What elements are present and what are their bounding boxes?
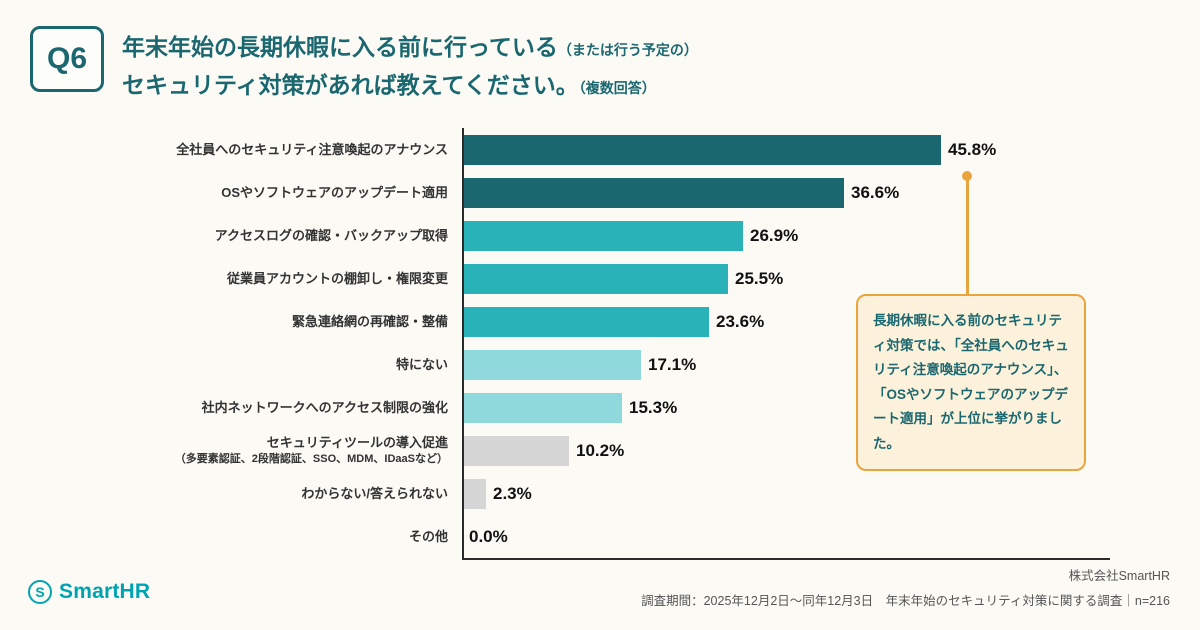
x-axis-line bbox=[462, 558, 1110, 560]
title-line2-note: （複数回答） bbox=[578, 80, 656, 96]
chart-row: 社内ネットワークへのアクセス制限の強化 15.3% bbox=[30, 386, 1140, 429]
title-line2: セキュリティ対策があれば教えてください。 bbox=[122, 72, 579, 98]
value-label: 36.6% bbox=[851, 182, 900, 202]
bar bbox=[462, 220, 743, 251]
question-number-badge: Q6 bbox=[30, 26, 104, 92]
value-label: 0.0% bbox=[469, 526, 508, 546]
y-axis-line bbox=[462, 128, 464, 558]
chart-row: セキュリティツールの導入促進 （多要素認証、2段階認証、SSO、MDM、IDaaS… bbox=[30, 429, 1140, 472]
bar bbox=[462, 306, 709, 337]
bar-area: 17.1% bbox=[462, 343, 1140, 386]
bar-area: 45.8% bbox=[462, 128, 1140, 171]
chart-plot-area: 全社員へのセキュリティ注意喚起のアナウンス 45.8% OSやソフトウェアのアップデ… bbox=[30, 128, 1140, 562]
category-label: セキュリティツールの導入促進 （多要素認証、2段階認証、SSO、MDM、IDaaS… bbox=[174, 435, 448, 465]
category-label: 社内ネットワークへのアクセス制限の強化 bbox=[201, 399, 448, 415]
title-line1: 年末年始の長期休暇に入る前に行っている bbox=[122, 34, 558, 60]
chart-row: アクセスログの確認・バックアップ取得 26.9% bbox=[30, 214, 1140, 257]
value-label: 25.5% bbox=[735, 268, 784, 288]
page-title: 年末年始の長期休暇に入る前に行っている（または行う予定の） セキュリティ対策があ… bbox=[122, 30, 698, 106]
category-label: その他 bbox=[408, 528, 448, 544]
chart-row: その他 0.0% bbox=[30, 515, 1140, 558]
smarthr-logo-text: SmartHR bbox=[59, 580, 151, 603]
bar-area: 2.3% bbox=[462, 472, 1140, 515]
survey-info: 調査期間：2025年12月2日〜同年12月3日 年末年始のセキュリティ対策に関す… bbox=[641, 594, 1170, 608]
chart-row: OSやソフトウェアのアップデート適用 36.6% bbox=[30, 171, 1140, 214]
smarthr-logo: S SmartHR bbox=[28, 580, 150, 604]
horizontal-bar-chart: 全社員へのセキュリティ注意喚起のアナウンス 45.8% OSやソフトウェアのアップデ… bbox=[30, 128, 1140, 562]
category-label: 従業員アカウントの棚卸し・権限変更 bbox=[226, 270, 448, 286]
value-label: 26.9% bbox=[750, 225, 799, 245]
bar-area: 15.3% bbox=[462, 386, 1140, 429]
value-label: 2.3% bbox=[493, 483, 532, 503]
value-label: 23.6% bbox=[716, 311, 765, 331]
chart-row: 従業員アカウントの棚卸し・権限変更 25.5% bbox=[30, 257, 1140, 300]
bar-area: 26.9% bbox=[462, 214, 1140, 257]
value-label: 15.3% bbox=[629, 397, 678, 417]
bar-area: 0.0% bbox=[462, 515, 1140, 558]
bar-area: 23.6% bbox=[462, 300, 1140, 343]
category-label: わからない/答えられない bbox=[301, 485, 448, 501]
category-label: 全社員へのセキュリティ注意喚起のアナウンス bbox=[176, 141, 448, 157]
bar bbox=[462, 134, 941, 165]
bar bbox=[462, 177, 844, 208]
bar-area: 25.5% bbox=[462, 257, 1140, 300]
category-label: 緊急連絡網の再確認・整備 bbox=[291, 313, 448, 329]
bar bbox=[462, 349, 641, 380]
category-label: OSやソフトウェアのアップデート適用 bbox=[221, 184, 448, 200]
company-name: 株式会社SmartHR bbox=[1068, 569, 1170, 583]
bar bbox=[462, 435, 569, 466]
footer-credits: 株式会社SmartHR 調査期間：2025年12月2日〜同年12月3日 年末年始… bbox=[641, 564, 1170, 614]
smarthr-logo-icon: S bbox=[28, 580, 52, 604]
chart-row: わからない/答えられない 2.3% bbox=[30, 472, 1140, 515]
bar-area: 10.2% bbox=[462, 429, 1140, 472]
callout-connector-line bbox=[966, 180, 969, 296]
value-label: 10.2% bbox=[576, 440, 625, 460]
callout-connector-dot bbox=[962, 171, 972, 181]
bar bbox=[462, 478, 486, 509]
bar-area: 36.6% bbox=[462, 171, 1140, 214]
chart-row: 特にない 17.1% bbox=[30, 343, 1140, 386]
value-label: 45.8% bbox=[948, 139, 997, 159]
annotation-callout: 長期休暇に入る前のセキュリティ対策では、「全社員へのセキュリティ注意喚起のアナウ… bbox=[856, 294, 1086, 472]
title-line1-note: （または行う予定の） bbox=[557, 42, 698, 58]
value-label: 17.1% bbox=[648, 354, 697, 374]
bar bbox=[462, 392, 622, 423]
chart-row: 全社員へのセキュリティ注意喚起のアナウンス 45.8% bbox=[30, 128, 1140, 171]
category-label: アクセスログの確認・バックアップ取得 bbox=[214, 227, 448, 243]
bar bbox=[462, 263, 728, 294]
category-label: 特にない bbox=[395, 356, 448, 372]
chart-row: 緊急連絡網の再確認・整備 23.6% bbox=[30, 300, 1140, 343]
